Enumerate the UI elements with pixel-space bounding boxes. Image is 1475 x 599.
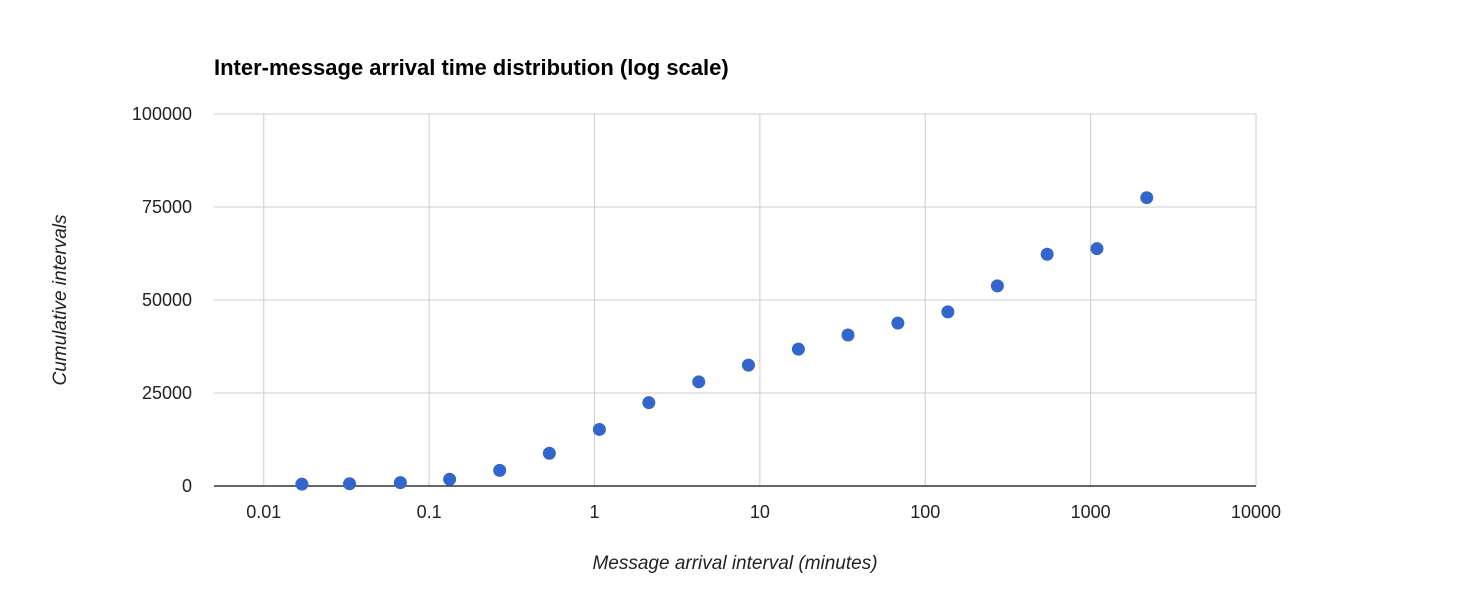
data-point — [592, 422, 606, 436]
data-point — [642, 396, 656, 410]
data-point — [343, 477, 357, 491]
data-point — [443, 472, 457, 486]
y-tick-label: 75000 — [142, 197, 192, 217]
data-point — [990, 279, 1004, 293]
data-point — [542, 446, 556, 460]
x-axis-label: Message arrival interval (minutes) — [592, 553, 877, 574]
data-point — [692, 375, 706, 389]
y-tick-label: 50000 — [142, 290, 192, 310]
y-tick-label: 100000 — [132, 104, 192, 124]
data-point — [1040, 247, 1054, 261]
data-point — [841, 328, 855, 342]
y-axis-label: Cumulative intervals — [50, 214, 71, 386]
data-point — [1090, 242, 1104, 256]
data-point — [791, 342, 805, 356]
data-point — [393, 476, 407, 490]
x-tick-label: 1000 — [1071, 502, 1111, 522]
data-points — [295, 191, 1154, 491]
x-tick-label: 0.1 — [417, 502, 442, 522]
data-point — [891, 316, 905, 330]
x-tick-label: 10 — [750, 502, 770, 522]
gridlines — [214, 113, 1257, 487]
x-tick-label: 10000 — [1231, 502, 1281, 522]
tick-labels: 0 25000 50000 75000 100000 0.01 0.1 1 10 100 1000 1… — [132, 104, 1281, 522]
y-tick-label: 0 — [182, 476, 192, 496]
data-point — [741, 358, 755, 372]
chart-title: Inter-message arrival time distribution … — [214, 55, 729, 80]
x-tick-label: 0.01 — [246, 502, 281, 522]
data-point — [295, 477, 309, 491]
x-tick-label: 1 — [590, 502, 600, 522]
data-point — [941, 305, 955, 319]
data-point — [1140, 191, 1154, 205]
y-tick-label: 25000 — [142, 383, 192, 403]
data-point — [493, 463, 507, 477]
x-tick-label: 100 — [910, 502, 940, 522]
